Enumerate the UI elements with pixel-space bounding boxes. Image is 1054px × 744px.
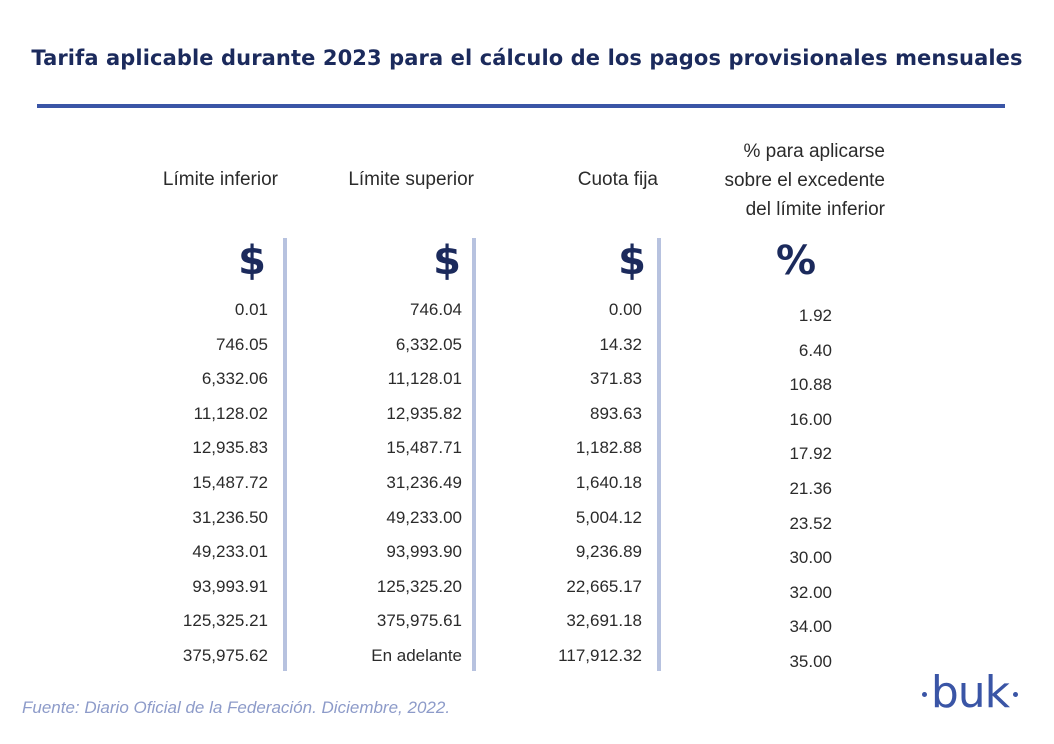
cell-limite-inferior: 11,128.02 (193, 403, 268, 423)
cell-porcentaje: 34.00 (789, 617, 832, 637)
cell-porcentaje: 23.52 (789, 513, 832, 533)
title-underline (37, 104, 1005, 108)
table-row: 6,332.06 11,128.01 371.83 10.88 (0, 369, 1054, 395)
cell-limite-superior: 6,332.05 (395, 334, 462, 354)
cell-porcentaje: 6.40 (798, 340, 832, 360)
logo-text: buk (930, 666, 1010, 718)
cell-cuota-fija: 1,640.18 (575, 473, 642, 492)
table-row: 0.01 746.04 0.00 1.92 (0, 300, 1054, 325)
header-limite-superior: Límite superior (348, 169, 474, 190)
cell-limite-superior: 746.04 (410, 300, 462, 319)
table-row: 375,975.62 En adelante 117,912.32 35.00 (0, 646, 1054, 671)
currency-symbol-inferior: $ (238, 238, 266, 284)
cell-limite-superior: 93,993.90 (386, 542, 462, 562)
cell-cuota-fija: 371.83 (590, 369, 642, 389)
table-row: 11,128.02 12,935.82 893.63 16.00 (0, 403, 1054, 429)
table-row: 125,325.21 375,975.61 32,691.18 34.00 (0, 611, 1054, 637)
header-porcentaje: % para aplicarse sobre el excedente del … (660, 137, 885, 224)
column-divider (283, 238, 287, 671)
table-row: 12,935.83 15,487.71 1,182.88 17.92 (0, 438, 1054, 464)
cell-limite-inferior: 12,935.83 (192, 438, 268, 458)
source-note: Fuente: Diario Oficial de la Federación.… (22, 698, 451, 717)
cell-limite-inferior: 375,975.62 (182, 646, 268, 665)
currency-symbol-cuota: $ (618, 238, 646, 284)
cell-porcentaje: 17.92 (789, 444, 832, 464)
table-row: 746.05 6,332.05 14.32 6.40 (0, 334, 1054, 360)
table-row: 93,993.91 125,325.20 22,665.17 32.00 (0, 576, 1054, 602)
cell-porcentaje: 16.00 (789, 409, 832, 429)
cell-limite-inferior: 31,236.50 (192, 507, 268, 527)
cell-limite-inferior: 93,993.91 (192, 576, 268, 596)
cell-porcentaje: 35.00 (789, 652, 832, 671)
header-porcentaje-line2: sobre el excedente (724, 170, 885, 191)
page-title: Tarifa aplicable durante 2023 para el cá… (31, 46, 1023, 70)
cell-porcentaje: 32.00 (789, 582, 832, 602)
cell-limite-inferior: 746.05 (216, 334, 268, 354)
cell-cuota-fija: 9,236.89 (575, 542, 642, 562)
cell-limite-superior: 11,128.01 (387, 369, 462, 389)
cell-limite-superior: 375,975.61 (376, 611, 462, 631)
currency-symbol-superior: $ (433, 238, 461, 284)
buk-logo: buk (908, 664, 1032, 720)
cell-cuota-fija: 22,665.17 (566, 576, 642, 596)
header-limite-inferior: Límite inferior (162, 169, 278, 190)
logo-dot-left (921, 691, 927, 697)
cell-limite-superior: 15,487.71 (386, 438, 462, 458)
cell-limite-superior: 125,325.20 (376, 576, 462, 596)
percent-symbol: % (775, 238, 817, 284)
cell-cuota-fija: 14.32 (599, 334, 642, 354)
cell-limite-superior: En adelante (371, 646, 462, 665)
cell-limite-superior: 49,233.00 (386, 507, 462, 527)
cell-limite-superior: 31,236.49 (386, 473, 462, 492)
cell-porcentaje: 30.00 (789, 548, 832, 568)
cell-porcentaje: 1.92 (798, 306, 832, 325)
header-cuota-fija: Cuota fija (577, 169, 658, 190)
cell-cuota-fija: 32,691.18 (566, 611, 642, 631)
cell-limite-superior: 12,935.82 (386, 403, 462, 423)
cell-limite-inferior: 0.01 (234, 300, 268, 319)
header-porcentaje-line3: del límite inferior (745, 199, 885, 220)
logo-dot-right (1013, 691, 1019, 697)
cell-limite-inferior: 125,325.21 (182, 611, 268, 631)
cell-porcentaje: 21.36 (789, 479, 832, 498)
column-divider (657, 238, 661, 671)
header-porcentaje-line1: % para aplicarse (743, 141, 885, 162)
table-row: 31,236.50 49,233.00 5,004.12 23.52 (0, 507, 1054, 533)
cell-cuota-fija: 117,912.32 (558, 646, 642, 665)
cell-cuota-fija: 1,182.88 (575, 438, 642, 458)
cell-cuota-fija: 5,004.12 (575, 507, 642, 527)
table-row: 15,487.72 31,236.49 1,640.18 21.36 (0, 473, 1054, 498)
cell-limite-inferior: 15,487.72 (192, 473, 268, 492)
cell-cuota-fija: 893.63 (590, 403, 642, 423)
cell-porcentaje: 10.88 (789, 375, 832, 395)
cell-cuota-fija: 0.00 (608, 300, 642, 319)
cell-limite-inferior: 6,332.06 (201, 369, 268, 389)
cell-limite-inferior: 49,233.01 (192, 542, 268, 562)
table-row: 49,233.01 93,993.90 9,236.89 30.00 (0, 542, 1054, 568)
column-divider (472, 238, 476, 671)
